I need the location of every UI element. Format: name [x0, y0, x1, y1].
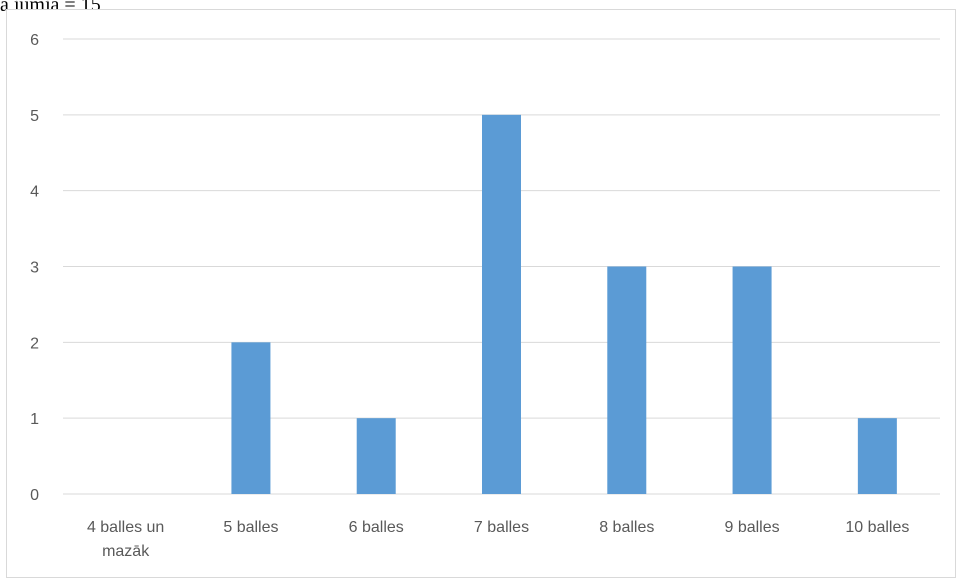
y-tick-label: 6	[30, 32, 39, 49]
bar-4	[482, 114, 521, 494]
x-tick-label: 7 balles	[474, 519, 529, 536]
x-tick-label-line: 7 balles	[474, 519, 529, 536]
y-tick-label: 3	[30, 260, 39, 277]
x-tick-label: 10 balles	[845, 519, 909, 536]
x-tick-label: 6 balles	[349, 519, 404, 536]
bar-3	[356, 418, 396, 494]
chart-frame	[6, 9, 956, 578]
x-tick-label: 5 balles	[223, 519, 278, 536]
x-tick-label-line: 6 balles	[349, 519, 404, 536]
x-tick-label-line: 8 balles	[599, 519, 654, 536]
x-tick-label: 4 balles un mazāk	[87, 519, 164, 560]
x-tick-label: 8 balles	[599, 519, 654, 536]
y-tick-label: 4	[30, 184, 39, 201]
x-tick-label-line: 10 balles	[845, 519, 909, 536]
y-tick-label: 2	[30, 335, 39, 352]
x-tick-label-line: 4 balles un	[87, 519, 164, 536]
bar-2	[231, 342, 271, 494]
x-tick-label-line: 5 balles	[223, 519, 278, 536]
x-tick-label: 9 balles	[724, 519, 779, 536]
y-tick-label: 5	[30, 108, 39, 125]
x-tick-label-line: mazāk	[102, 543, 150, 560]
bar-6	[732, 266, 772, 494]
bar-7	[857, 418, 897, 494]
x-tick-label-line: 9 balles	[724, 519, 779, 536]
bar-5	[607, 266, 647, 494]
y-tick-label: 0	[30, 487, 39, 504]
y-tick-label: 1	[30, 411, 39, 428]
